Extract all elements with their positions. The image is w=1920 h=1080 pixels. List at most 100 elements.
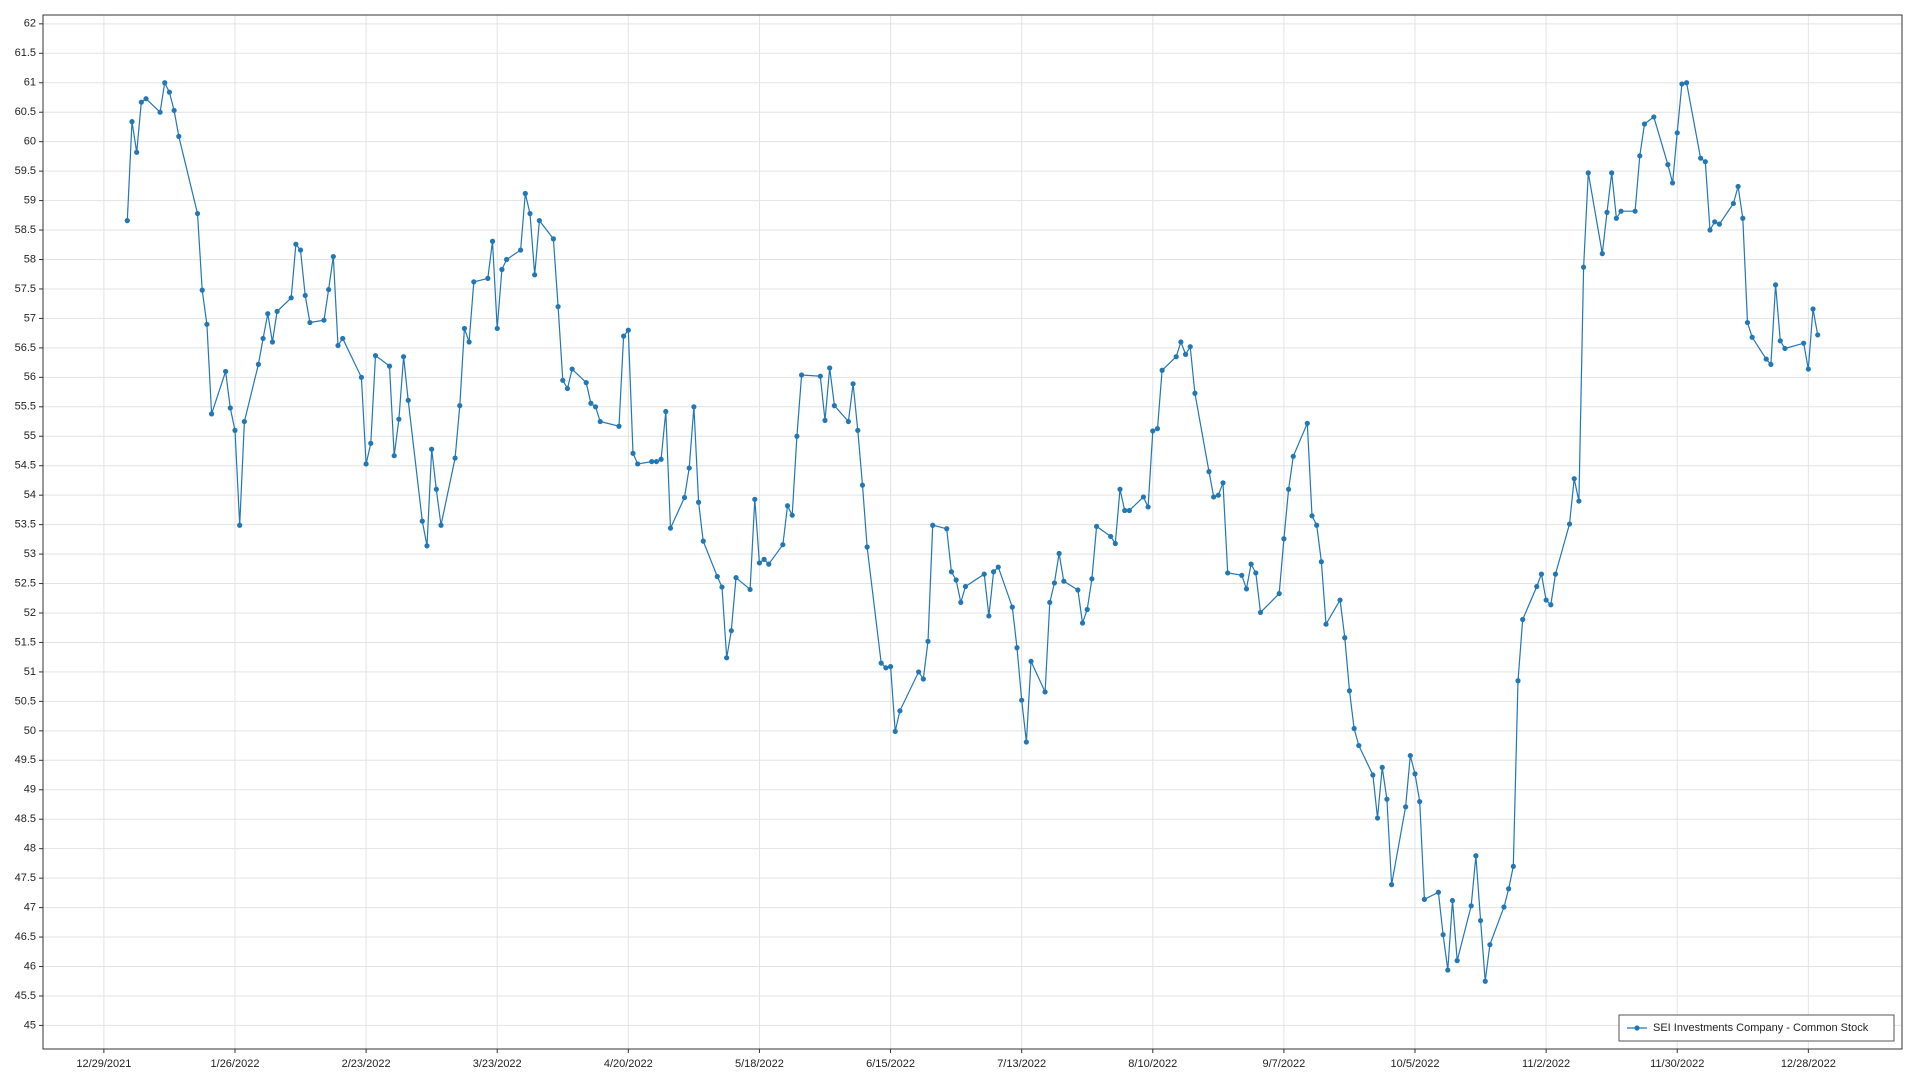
data-point: [892, 728, 898, 735]
data-point: [1543, 597, 1549, 603]
data-point: [1182, 351, 1189, 357]
data-point: [293, 241, 299, 247]
x-tick-label: 11/30/2022: [1650, 1058, 1704, 1070]
data-point: [1239, 572, 1245, 578]
data-point: [621, 333, 627, 339]
y-tick-label: 46: [24, 960, 36, 972]
data-point: [1665, 162, 1671, 168]
data-point: [433, 486, 439, 492]
data-point: [831, 403, 837, 409]
data-point: [1342, 635, 1348, 641]
data-point: [1777, 338, 1783, 344]
data-point: [452, 455, 458, 461]
data-point: [372, 352, 379, 359]
plot-frame: [42, 14, 1903, 1050]
data-point: [138, 99, 144, 105]
data-point: [358, 374, 365, 380]
data-point: [255, 361, 262, 367]
data-point: [1744, 319, 1751, 326]
data-point: [756, 560, 763, 566]
data-point: [194, 210, 201, 217]
data-point: [747, 586, 753, 593]
y-tick-label: 52: [24, 607, 36, 619]
data-point: [1613, 215, 1619, 221]
data-point: [827, 365, 833, 371]
data-point: [1304, 420, 1310, 426]
data-point: [1248, 561, 1254, 567]
data-point: [1051, 580, 1058, 586]
y-tick-label: 55: [24, 430, 36, 442]
data-point: [962, 583, 969, 590]
y-tick-label: 50: [24, 725, 36, 737]
data-point: [1281, 536, 1287, 542]
data-point: [1014, 645, 1020, 651]
y-tick-label: 52.5: [15, 577, 36, 589]
data-point: [330, 253, 336, 260]
data-point: [396, 416, 402, 422]
data-point: [518, 247, 524, 253]
data-point: [1253, 570, 1259, 576]
data-point: [1482, 978, 1488, 984]
data-point: [1698, 155, 1704, 161]
data-point: [204, 321, 210, 327]
data-point: [419, 518, 425, 524]
data-point: [822, 417, 828, 423]
data-point: [597, 418, 603, 425]
data-point: [405, 397, 411, 403]
data-point: [1122, 507, 1128, 514]
data-point: [583, 380, 589, 386]
data-point: [550, 236, 557, 242]
data-point: [1580, 264, 1587, 270]
data-point: [522, 190, 528, 197]
data-point: [1351, 725, 1357, 732]
data-point: [1178, 339, 1184, 345]
data-point: [995, 564, 1001, 570]
data-point: [1454, 958, 1460, 964]
data-point: [499, 266, 505, 273]
data-point: [223, 368, 229, 375]
data-point: [1618, 208, 1624, 214]
data-point: [1337, 597, 1343, 603]
y-tick-label: 48.5: [15, 813, 36, 825]
data-point: [1477, 917, 1484, 924]
data-point: [920, 676, 926, 682]
y-tick-label: 58.5: [15, 224, 36, 236]
data-point: [1215, 492, 1221, 498]
data-point: [1716, 221, 1722, 227]
data-point: [485, 275, 491, 281]
data-point: [471, 279, 477, 285]
data-point: [1702, 159, 1708, 165]
data-point: [237, 522, 243, 528]
data-point: [588, 400, 594, 406]
data-point: [1740, 215, 1746, 221]
data-point: [466, 339, 472, 345]
data-point: [157, 109, 163, 115]
data-point: [616, 423, 622, 429]
data-point: [1730, 200, 1737, 207]
legend-marker: [1634, 1025, 1640, 1031]
data-point: [883, 665, 889, 671]
data-point: [171, 107, 177, 114]
data-point: [1403, 804, 1409, 810]
data-point: [724, 655, 730, 661]
x-tick-label: 12/29/2021: [76, 1058, 131, 1070]
data-point: [798, 372, 805, 378]
data-point: [1220, 480, 1226, 486]
y-tick-label: 49: [24, 784, 36, 796]
data-point: [780, 542, 786, 548]
data-point: [489, 238, 496, 244]
data-point: [1192, 390, 1198, 396]
data-point: [1515, 678, 1521, 684]
data-point: [958, 599, 964, 606]
data-point: [162, 80, 168, 86]
data-point: [681, 494, 688, 501]
y-tick-label: 46.5: [15, 931, 36, 943]
x-tick-label: 12/28/2022: [1781, 1058, 1836, 1070]
data-point: [1552, 571, 1559, 577]
data-point: [625, 327, 631, 333]
data-point: [1566, 521, 1573, 527]
data-point: [429, 446, 435, 452]
data-point: [1632, 208, 1638, 214]
data-point: [864, 544, 870, 550]
data-point: [232, 427, 238, 433]
